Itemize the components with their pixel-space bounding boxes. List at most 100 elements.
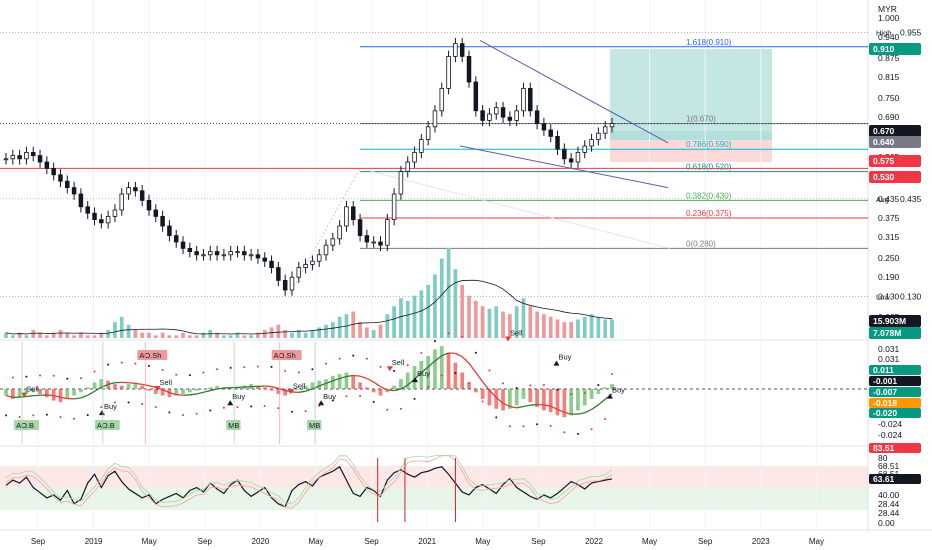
candle-body [10, 155, 16, 160]
ao-trend-segment [509, 405, 517, 409]
ao-histogram-bar [480, 389, 485, 399]
ao-envelope-dot [365, 357, 368, 360]
candle-body [139, 190, 145, 201]
ao-histogram-bar [208, 387, 213, 389]
ao-signal-marker [606, 393, 613, 399]
rsi-tick-label: 28.44 [878, 499, 900, 509]
volume-bar [249, 335, 253, 338]
price-badge-text: 7.078M [873, 328, 901, 338]
volume-bar [174, 335, 179, 338]
candle-body [534, 110, 540, 125]
ao-histogram-bar [174, 389, 179, 396]
ao-badge [869, 398, 921, 408]
ao-envelope-dot [502, 382, 505, 385]
candle-body [119, 193, 125, 211]
ao-envelope-dot [570, 393, 573, 396]
trendlines-layer [459, 39, 669, 189]
ao-histogram-bar [487, 389, 492, 406]
grid-layer [37, 0, 817, 530]
volume-bar [562, 322, 567, 338]
x-tick-label: May [475, 537, 490, 546]
ao-envelope-dot [182, 414, 185, 417]
candle-body [194, 251, 199, 256]
fib-level-label: 0.786(0.590) [686, 140, 732, 149]
candle-body [528, 88, 533, 112]
ao-trend-segment [414, 372, 422, 380]
fib-level-label: 1.618(0.910) [686, 38, 732, 47]
candle-body [602, 126, 608, 134]
ao-signal-marker [21, 392, 28, 398]
volume-bar [426, 285, 431, 338]
ao-envelope-dot [113, 401, 116, 404]
ao-histogram-bar [4, 389, 8, 396]
candle-body [330, 238, 336, 246]
ao-envelope-dot [542, 384, 545, 387]
ao-trend-segment [387, 389, 395, 392]
trendline-upper [479, 39, 669, 144]
candle-body [555, 135, 560, 150]
price-tick-label: 1.000 [878, 13, 900, 23]
ao-trend-segment [26, 394, 34, 398]
ao-trend-segment [400, 384, 409, 390]
ao-trend-segment [591, 404, 599, 410]
candle-body [255, 254, 261, 259]
candle-body [500, 107, 506, 118]
low-marker-label: Low [876, 292, 890, 301]
candle-body [276, 267, 281, 281]
candle-body [37, 155, 43, 163]
price-badge [869, 327, 921, 339]
price-badge [869, 125, 921, 137]
volume-bar [187, 335, 192, 338]
candle-body [214, 251, 220, 256]
high-marker-label: High [876, 28, 891, 37]
ao-trend-segment [176, 393, 184, 396]
ao-histogram-bar [133, 382, 138, 389]
volume-bar [167, 335, 172, 338]
ao-histogram-bar [65, 389, 70, 399]
ao-histogram-bar [303, 385, 308, 389]
ao-trend-segment [523, 404, 531, 408]
ao-histogram-bar [215, 385, 219, 389]
price-tick-label: 0.190 [878, 272, 900, 282]
price-tick-label: 0.940 [878, 32, 900, 42]
ao-trend-segment [455, 352, 463, 358]
ao-histogram-bar [181, 389, 185, 394]
ao-histogram-bar [310, 382, 315, 389]
candle-body [568, 158, 574, 163]
candle-body [419, 139, 424, 153]
ao-trend-segment [196, 391, 204, 395]
candle-body [44, 161, 50, 169]
ao-envelope-dot [52, 374, 55, 377]
ao-trend-segment [189, 393, 197, 396]
avg-marker-label: Avg [876, 195, 889, 204]
price-tick-label: 0.875 [878, 53, 900, 63]
ao-histogram-bar [337, 374, 342, 389]
ao-envelope-dot [100, 406, 103, 409]
ao-trend-segment [550, 405, 558, 411]
volume-bar [24, 335, 29, 338]
ao-histogram-bar [385, 389, 390, 393]
candle-body [316, 254, 322, 262]
ao-histogram-bar [433, 349, 437, 389]
price-badge [869, 43, 921, 55]
candle-body [582, 145, 588, 153]
currency-label: MYR [878, 4, 897, 14]
ao-signal-label: Sell [160, 378, 173, 387]
rsi-tick-label: 28.44 [878, 508, 900, 518]
ao-trend-segment [380, 386, 388, 391]
x-tick-label: Sep [531, 537, 546, 546]
ao-envelope-dot [563, 431, 566, 434]
ao-envelope-dot [325, 362, 328, 365]
volume-bar [358, 322, 362, 338]
candle-body [17, 155, 22, 160]
x-tick-label: May [809, 537, 824, 546]
candle-body [541, 123, 547, 131]
ao-trend-segment [332, 377, 340, 382]
ao-envelope-dot [611, 373, 613, 376]
volume-layer [4, 248, 614, 338]
ao-envelope-dot [529, 384, 532, 387]
ao-envelope-dot [495, 416, 498, 419]
x-tick-label: May [642, 537, 657, 546]
ao-histogram-bar [92, 382, 97, 389]
ao-envelope-dot [66, 377, 69, 380]
